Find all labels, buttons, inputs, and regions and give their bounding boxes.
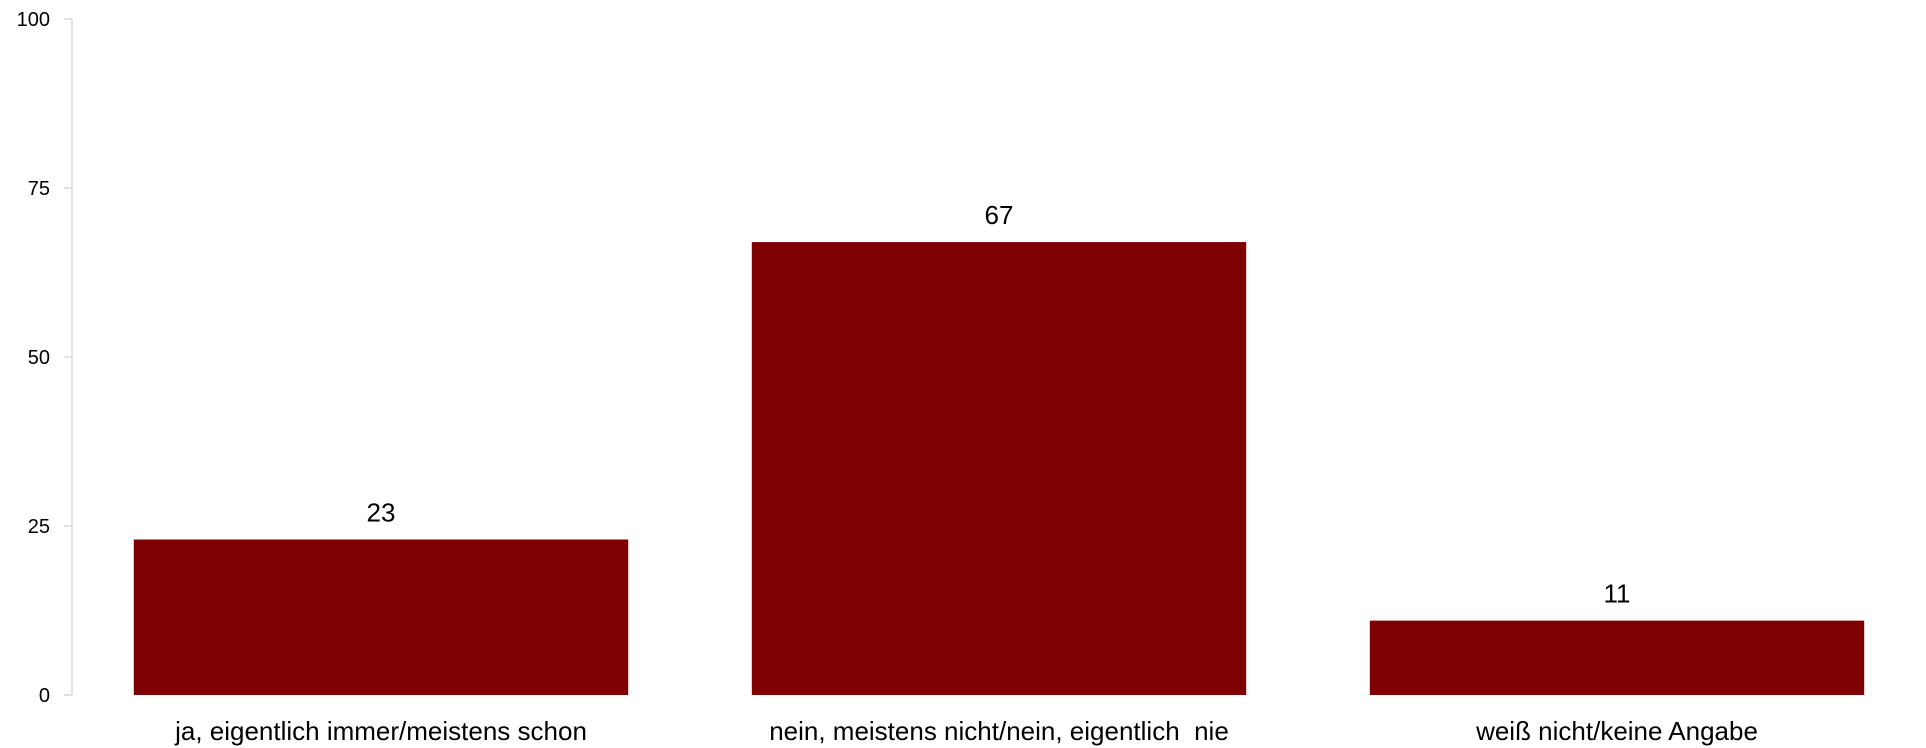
y-axis: 0 25 50 75 100: [17, 9, 73, 707]
y-tick-label: 100: [17, 9, 50, 31]
data-label: 67: [985, 200, 1014, 230]
bar: [133, 539, 629, 695]
y-tick-label: 50: [28, 347, 50, 369]
data-label: 11: [1604, 579, 1631, 609]
y-tick-label: 0: [39, 685, 50, 707]
y-tick-label: 75: [28, 178, 50, 200]
bar: [751, 242, 1247, 695]
category-label: nein, meistens nicht/nein, eigentlich ni…: [769, 716, 1229, 746]
labels: 23 ja, eigentlich immer/meistens schon 67 n…: [174, 200, 1758, 746]
data-label: 23: [367, 498, 396, 528]
category-label: ja, eigentlich immer/meistens schon: [174, 716, 587, 746]
y-tick-label: 25: [28, 516, 50, 538]
bars: [133, 242, 1865, 695]
category-label: weiß nicht/keine Angabe: [1475, 716, 1758, 746]
bar: [1369, 620, 1865, 695]
